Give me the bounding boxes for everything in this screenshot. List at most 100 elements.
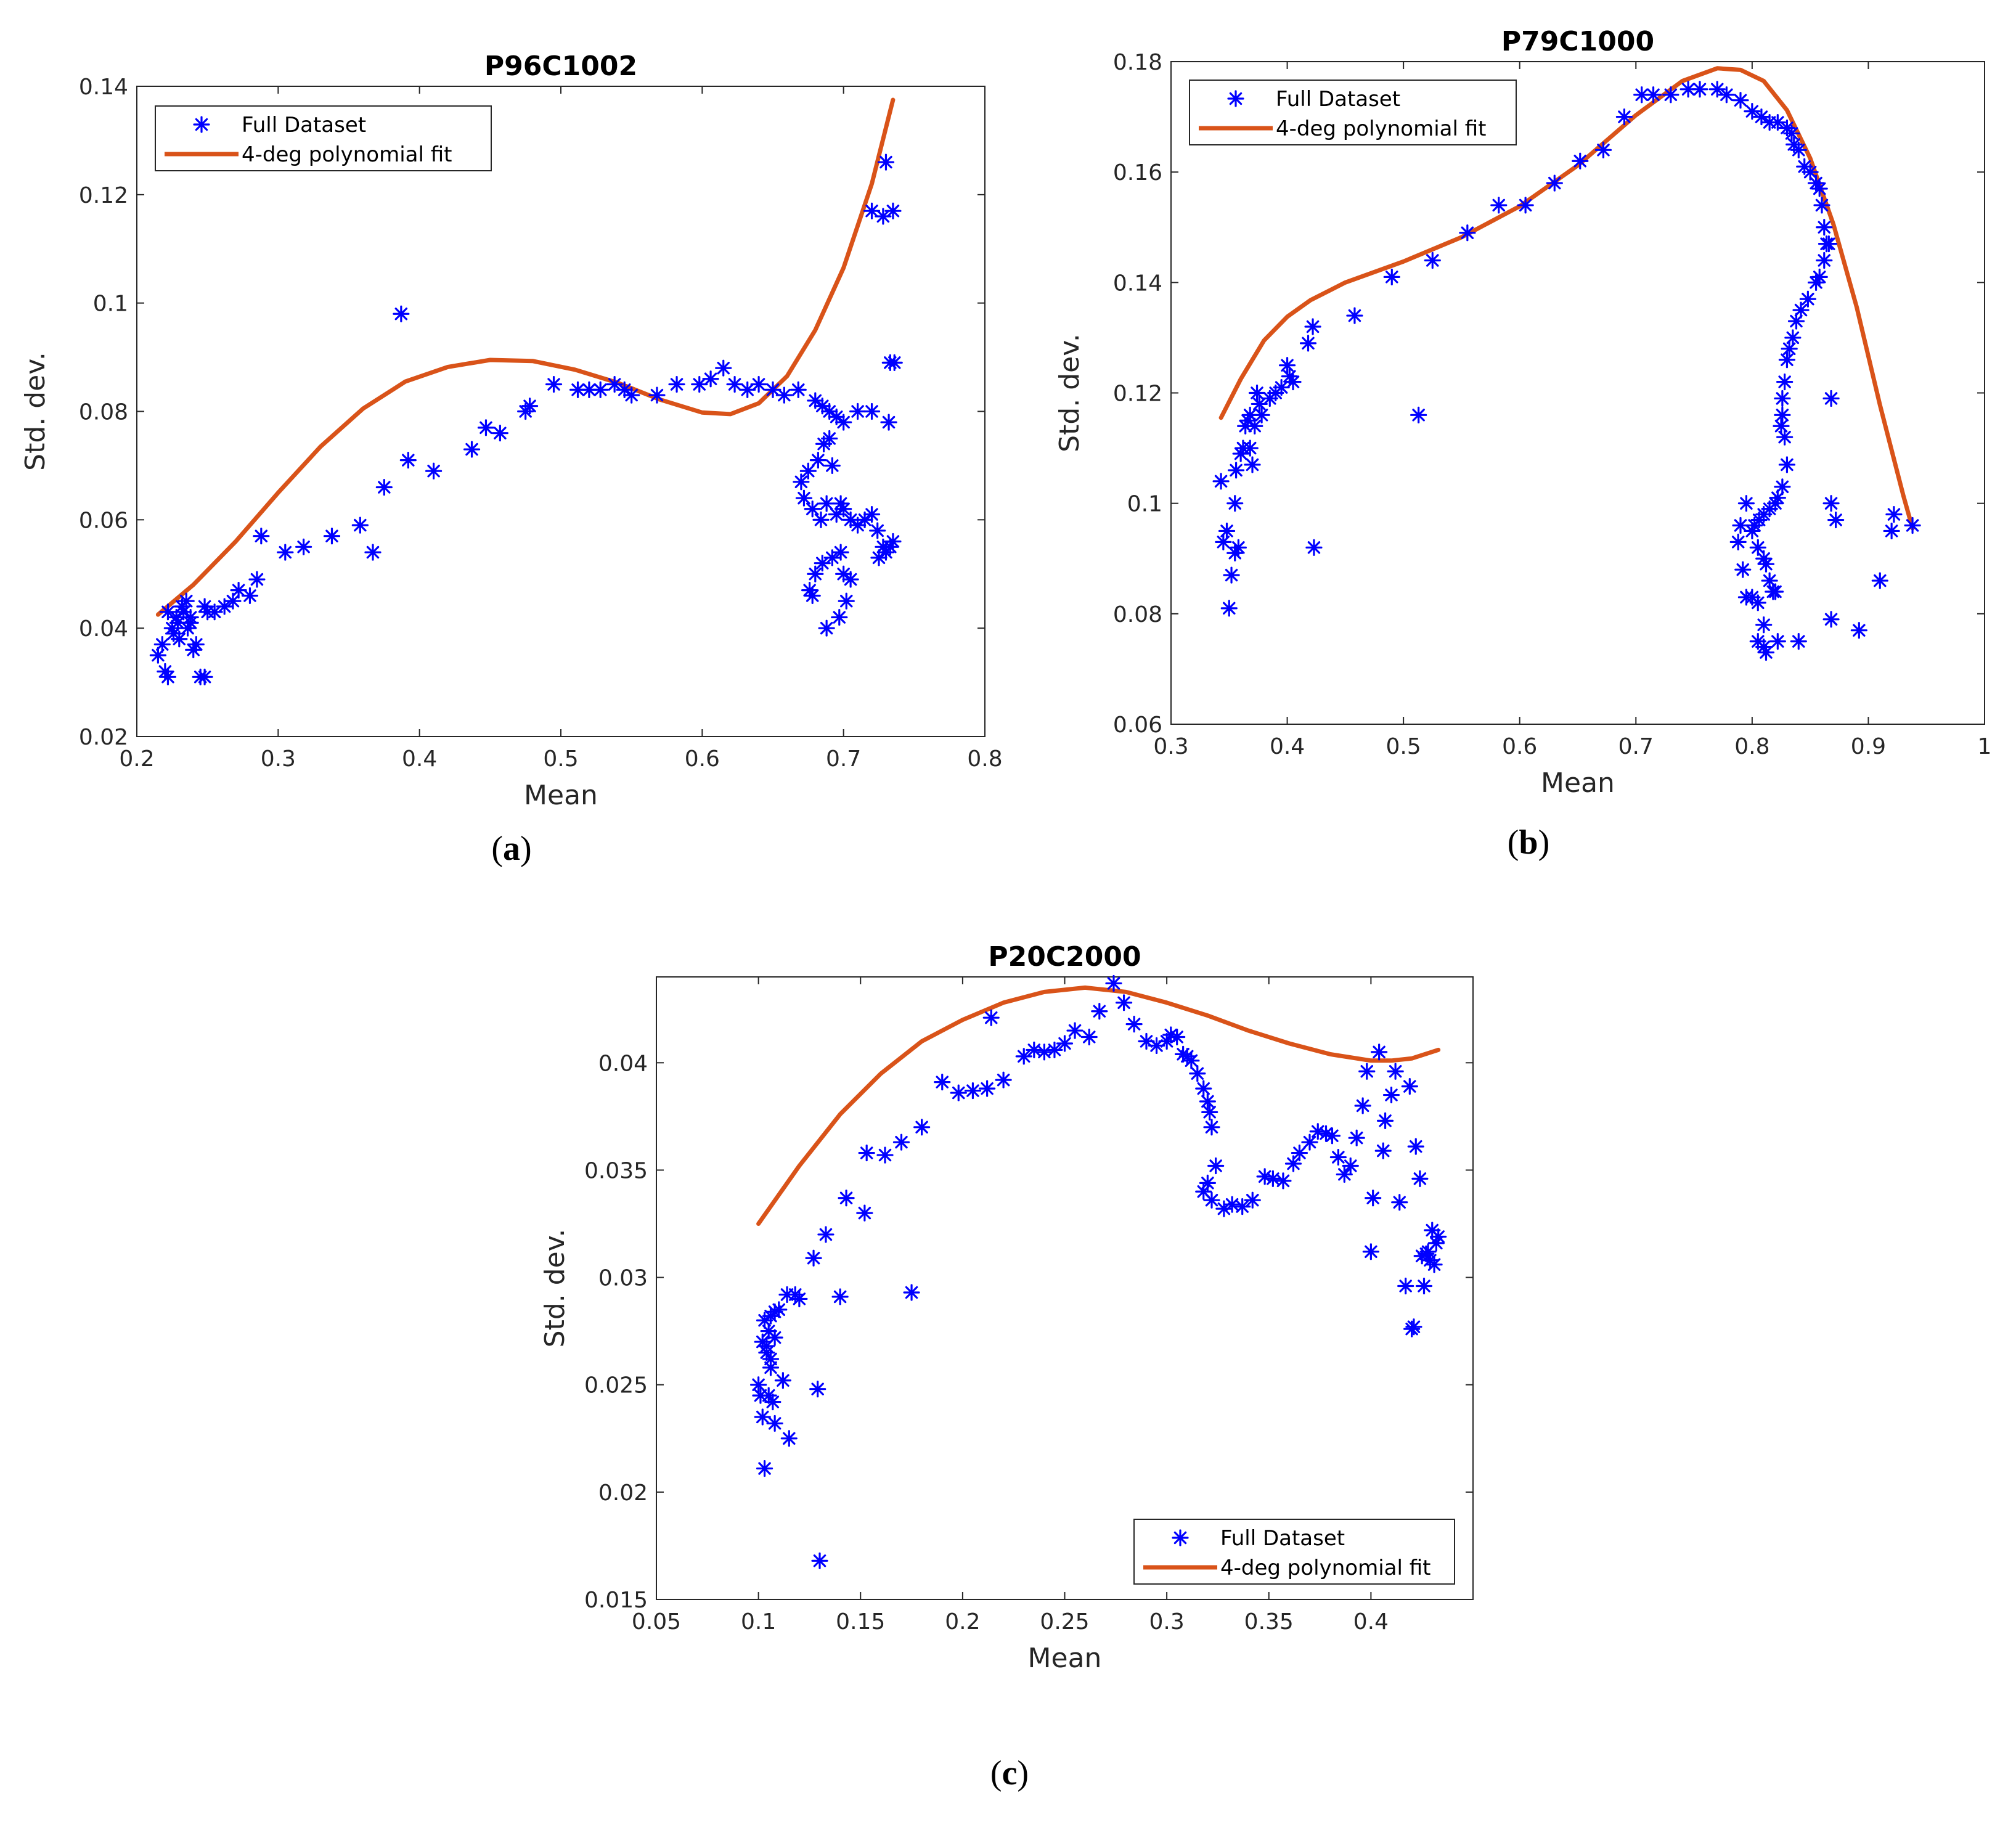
x-tick-label: 0.2 <box>945 1609 980 1635</box>
data-point <box>818 619 835 637</box>
data-point <box>1424 251 1441 269</box>
data-point <box>812 511 830 528</box>
x-tick-label: 0.8 <box>1734 734 1769 759</box>
legend-entry-fit: 4-deg polynomial fit <box>1276 116 1487 141</box>
data-point <box>1234 1198 1251 1215</box>
data-point <box>1778 456 1796 473</box>
data-point <box>1241 439 1259 457</box>
data-point <box>876 1146 894 1164</box>
y-tick-label: 0.1 <box>93 292 128 317</box>
y-tick-label: 0.015 <box>584 1588 648 1613</box>
data-point <box>159 668 177 685</box>
data-point <box>1105 974 1122 992</box>
y-tick-label: 0.14 <box>79 75 128 100</box>
data-point <box>182 608 199 626</box>
legend-entry-dataset: Full Dataset <box>242 113 366 137</box>
data-point <box>1203 1191 1220 1209</box>
data-point <box>159 603 177 621</box>
data-point <box>1410 406 1427 423</box>
data-point <box>877 153 895 171</box>
data-point <box>1248 384 1266 402</box>
data-point <box>1820 235 1837 253</box>
data-point <box>856 1204 873 1222</box>
scatter-series <box>1212 81 1921 661</box>
y-tick-label: 0.08 <box>1113 602 1162 627</box>
y-tick-label: 0.025 <box>584 1373 648 1398</box>
panel-label-letter: c <box>1002 1754 1018 1792</box>
scatter-series <box>750 974 1447 1569</box>
data-point <box>1207 1157 1225 1175</box>
data-point <box>691 375 708 393</box>
data-point <box>702 370 719 388</box>
data-point <box>1278 357 1296 374</box>
data-point <box>623 386 640 404</box>
chart-title: P79C1000 <box>1501 26 1654 57</box>
data-point <box>750 1376 767 1394</box>
data-point <box>1773 417 1790 435</box>
data-point <box>766 1329 783 1346</box>
x-axis-label: Mean <box>1028 1643 1102 1674</box>
data-point <box>775 386 793 404</box>
data-point <box>1305 539 1323 556</box>
data-point <box>790 381 807 398</box>
data-point <box>1125 1016 1143 1033</box>
data-point <box>1546 174 1563 192</box>
x-tick-label: 0.25 <box>1040 1609 1089 1635</box>
data-point <box>179 619 197 637</box>
panel-label: (a) <box>491 830 531 868</box>
data-point <box>323 528 341 545</box>
chart-panel-b: P79C1000 0.3 0.4 0.5 0.6 0.7 0.8 0.9 1 0.06 0.08 0.… <box>1054 26 1991 862</box>
y-axis-label: Std. dev. <box>20 352 51 471</box>
data-point <box>762 1359 780 1376</box>
panel-label-open: ( <box>491 830 503 868</box>
panel-label-close: ) <box>1017 1754 1029 1792</box>
legend-marker-points <box>1227 90 1244 107</box>
data-point <box>1401 1078 1418 1095</box>
panel-label-letter: a <box>503 830 520 868</box>
data-point <box>1342 1157 1359 1175</box>
data-point <box>668 375 685 393</box>
data-point <box>1774 478 1791 496</box>
data-point <box>1871 572 1888 589</box>
data-point <box>1790 633 1807 650</box>
data-point <box>399 452 417 469</box>
y-tick-label: 0.18 <box>1113 50 1162 75</box>
data-point <box>1015 1048 1032 1065</box>
legend-frame <box>1133 1519 1455 1585</box>
data-point <box>1246 417 1263 435</box>
data-point <box>1218 522 1236 540</box>
data-point <box>1633 86 1651 104</box>
data-point <box>1227 462 1245 479</box>
data-point <box>206 603 223 621</box>
data-point <box>1226 495 1244 512</box>
data-point <box>491 425 508 442</box>
data-point <box>764 381 782 398</box>
data-point <box>762 1350 780 1368</box>
data-point <box>178 592 195 610</box>
x-tick-label: 0.5 <box>543 746 578 772</box>
panel-label-open: ( <box>1508 823 1519 862</box>
scatter-series <box>149 153 903 685</box>
data-point <box>1354 1097 1371 1114</box>
data-point <box>1415 1277 1433 1295</box>
data-point <box>1371 1043 1388 1061</box>
data-point <box>1411 1170 1429 1187</box>
data-point <box>1212 473 1230 490</box>
data-point <box>880 414 897 431</box>
data-point <box>351 516 369 534</box>
data-point <box>1253 406 1270 423</box>
data-point <box>807 565 824 582</box>
data-point <box>756 1460 773 1477</box>
data-point <box>165 625 182 642</box>
y-tick-label: 0.1 <box>1127 492 1162 517</box>
x-tick-label: 0.35 <box>1244 1609 1294 1635</box>
data-point <box>823 549 841 566</box>
axes-frame <box>1170 61 1985 725</box>
data-point <box>863 202 881 219</box>
data-point <box>835 500 852 518</box>
data-point <box>982 1009 1000 1026</box>
y-tick-label: 0.04 <box>79 616 128 642</box>
data-point <box>1348 1129 1365 1146</box>
data-point <box>1426 1256 1443 1273</box>
y-tick-label: 0.14 <box>1113 271 1162 296</box>
